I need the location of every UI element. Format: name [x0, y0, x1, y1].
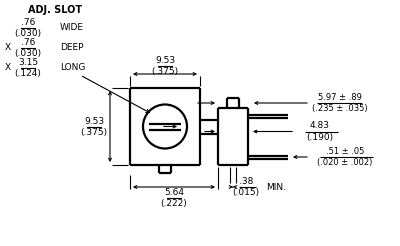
Text: 4.83: 4.83	[310, 121, 330, 130]
Text: 5.64: 5.64	[164, 188, 184, 197]
Text: (.222): (.222)	[161, 199, 187, 208]
Text: X: X	[5, 63, 11, 73]
Text: X: X	[5, 44, 11, 52]
Text: .38: .38	[239, 176, 253, 185]
Text: (.030): (.030)	[14, 29, 42, 38]
Text: (.375): (.375)	[80, 127, 108, 137]
Text: 9.53: 9.53	[155, 56, 175, 65]
Text: MIN.: MIN.	[266, 183, 286, 191]
Text: (.015): (.015)	[232, 188, 260, 198]
Text: (.190): (.190)	[306, 133, 334, 142]
Text: DEEP: DEEP	[60, 44, 84, 52]
Text: (.375): (.375)	[152, 67, 178, 76]
Text: (.030): (.030)	[14, 49, 42, 58]
Text: (.020 ± .002): (.020 ± .002)	[317, 158, 373, 168]
Text: WIDE: WIDE	[60, 24, 84, 32]
Text: 9.53: 9.53	[84, 117, 104, 125]
Text: .76: .76	[21, 38, 35, 47]
Text: (.124): (.124)	[14, 69, 42, 78]
Text: .76: .76	[21, 18, 35, 27]
Text: ADJ. SLOT: ADJ. SLOT	[28, 5, 82, 15]
Text: .51 ± .05: .51 ± .05	[326, 147, 364, 155]
Text: LONG: LONG	[60, 63, 85, 73]
Text: 3.15: 3.15	[18, 58, 38, 67]
Text: 5.97 ± .89: 5.97 ± .89	[318, 92, 362, 102]
Text: (.235 ± .035): (.235 ± .035)	[312, 105, 368, 113]
